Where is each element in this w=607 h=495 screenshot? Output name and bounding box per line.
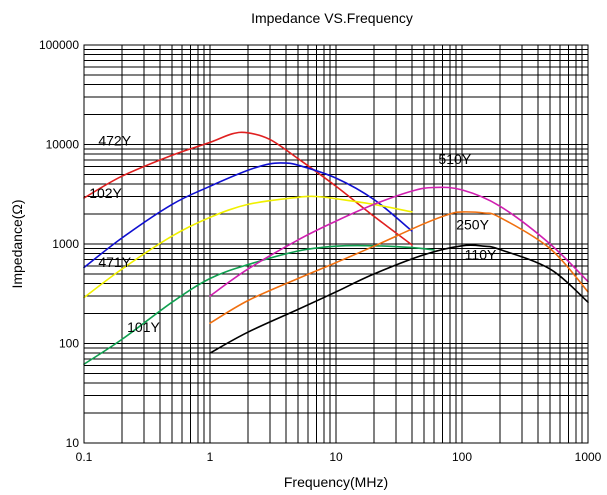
y-axis-label: Impedance(Ω) [9, 199, 25, 288]
y-tick-label: 1000 [52, 237, 79, 251]
series-line-110y [209, 244, 589, 354]
y-tick-labels: 10 100 1000 10000 100000 [39, 38, 79, 450]
series-line-101y [83, 244, 435, 365]
x-axis-label: Frequency(MHz) [284, 474, 388, 490]
series-label-102y: 102Y [89, 185, 122, 201]
y-tick-label: 10000 [46, 138, 80, 152]
y-tick-label: 10 [66, 436, 80, 450]
series-line-102y [83, 162, 413, 269]
series-line-471y [83, 195, 413, 299]
series-line-250y [209, 211, 589, 324]
series-line-510y [209, 186, 589, 297]
plot-frame [83, 44, 589, 444]
x-tick-label: 0.1 [76, 450, 93, 464]
series-label-471y: 471Y [98, 254, 131, 270]
series-curves [83, 131, 589, 365]
chart-title: Impedance VS.Frequency [251, 10, 413, 26]
series-line-472y [83, 131, 413, 246]
series-label-250y: 250Y [456, 216, 489, 232]
series-labels: 472Y 102Y 471Y 101Y 510Y 250Y 110Y [89, 132, 497, 335]
series-label-510y: 510Y [438, 151, 471, 167]
series-label-101y: 101Y [127, 319, 160, 335]
grid [83, 45, 588, 444]
x-tick-label: 1 [207, 450, 214, 464]
x-tick-labels: 0.1 1 10 100 1000 [76, 450, 602, 464]
series-label-110y: 110Y [465, 246, 497, 262]
y-tick-label: 100000 [39, 38, 79, 52]
y-tick-label: 100 [59, 337, 79, 351]
x-tick-label: 1000 [575, 450, 602, 464]
x-tick-label: 100 [452, 450, 472, 464]
series-label-472y: 472Y [98, 132, 131, 148]
x-tick-label: 10 [329, 450, 343, 464]
